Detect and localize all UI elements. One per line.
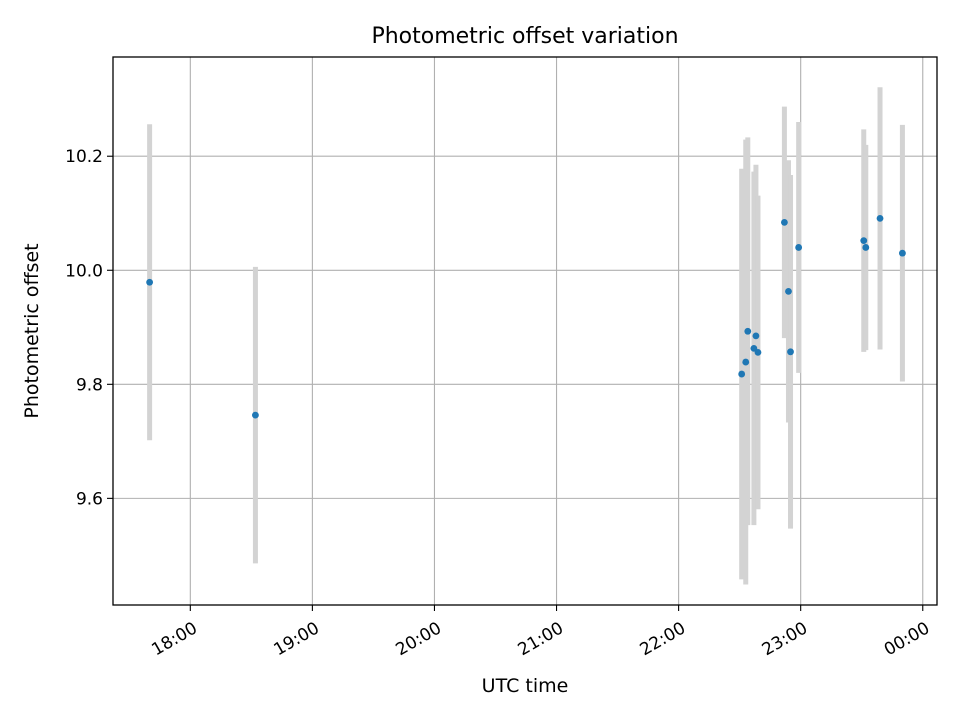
data-point xyxy=(752,332,760,340)
y-axis-ticks: 9.6 9.8 10.0 10.2 xyxy=(65,147,113,509)
data-point xyxy=(744,327,752,335)
data-point xyxy=(781,218,788,226)
chart-title: Photometric offset variation xyxy=(371,24,678,49)
data-point xyxy=(742,358,750,366)
y-axis-label: Photometric offset xyxy=(21,243,43,418)
data-point xyxy=(785,287,792,295)
y-tick-label: 10.2 xyxy=(65,147,103,167)
data-point xyxy=(787,348,794,356)
data-point xyxy=(252,411,259,419)
data-point xyxy=(860,237,868,245)
data-point xyxy=(738,370,746,378)
data-point xyxy=(795,244,803,251)
data-point xyxy=(876,214,884,222)
data-point xyxy=(899,249,906,257)
y-tick-label: 9.8 xyxy=(76,375,103,395)
data-points xyxy=(146,214,906,419)
data-point xyxy=(754,348,762,356)
data-point xyxy=(862,244,870,251)
plot-frame xyxy=(112,56,938,606)
y-tick-label: 9.6 xyxy=(76,489,103,509)
y-tick-label: 10.0 xyxy=(65,261,103,281)
data-point xyxy=(146,278,154,286)
x-axis-label: UTC time xyxy=(482,675,569,697)
